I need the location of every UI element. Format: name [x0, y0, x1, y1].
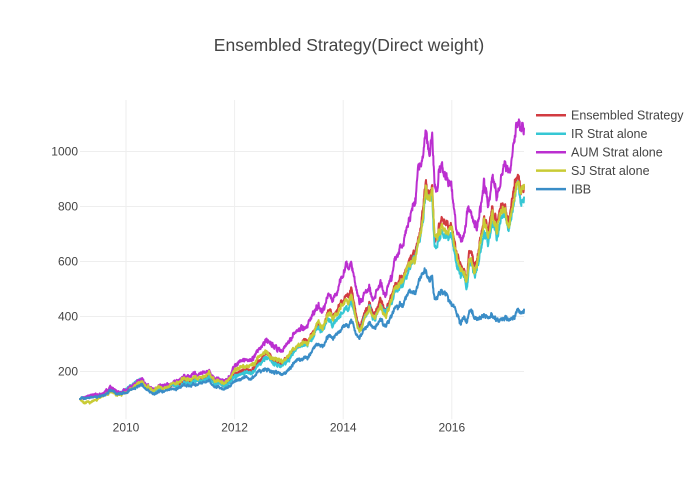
svg-text:Ensembled Strategy: Ensembled Strategy [571, 109, 684, 123]
svg-text:2014: 2014 [330, 421, 357, 435]
svg-text:Ensembled Strategy(Direct weig: Ensembled Strategy(Direct weight) [214, 35, 484, 55]
svg-text:2010: 2010 [113, 421, 140, 435]
svg-text:IR Strat alone: IR Strat alone [571, 127, 647, 141]
svg-text:800: 800 [58, 200, 78, 214]
svg-text:600: 600 [58, 255, 78, 269]
svg-text:AUM Strat alone: AUM Strat alone [571, 146, 663, 160]
svg-text:200: 200 [58, 365, 78, 379]
svg-text:SJ Strat alone: SJ Strat alone [571, 164, 650, 178]
svg-text:IBB: IBB [571, 182, 591, 196]
svg-text:2012: 2012 [221, 421, 248, 435]
svg-text:2016: 2016 [438, 421, 465, 435]
svg-text:1000: 1000 [51, 145, 78, 159]
svg-text:400: 400 [58, 310, 78, 324]
